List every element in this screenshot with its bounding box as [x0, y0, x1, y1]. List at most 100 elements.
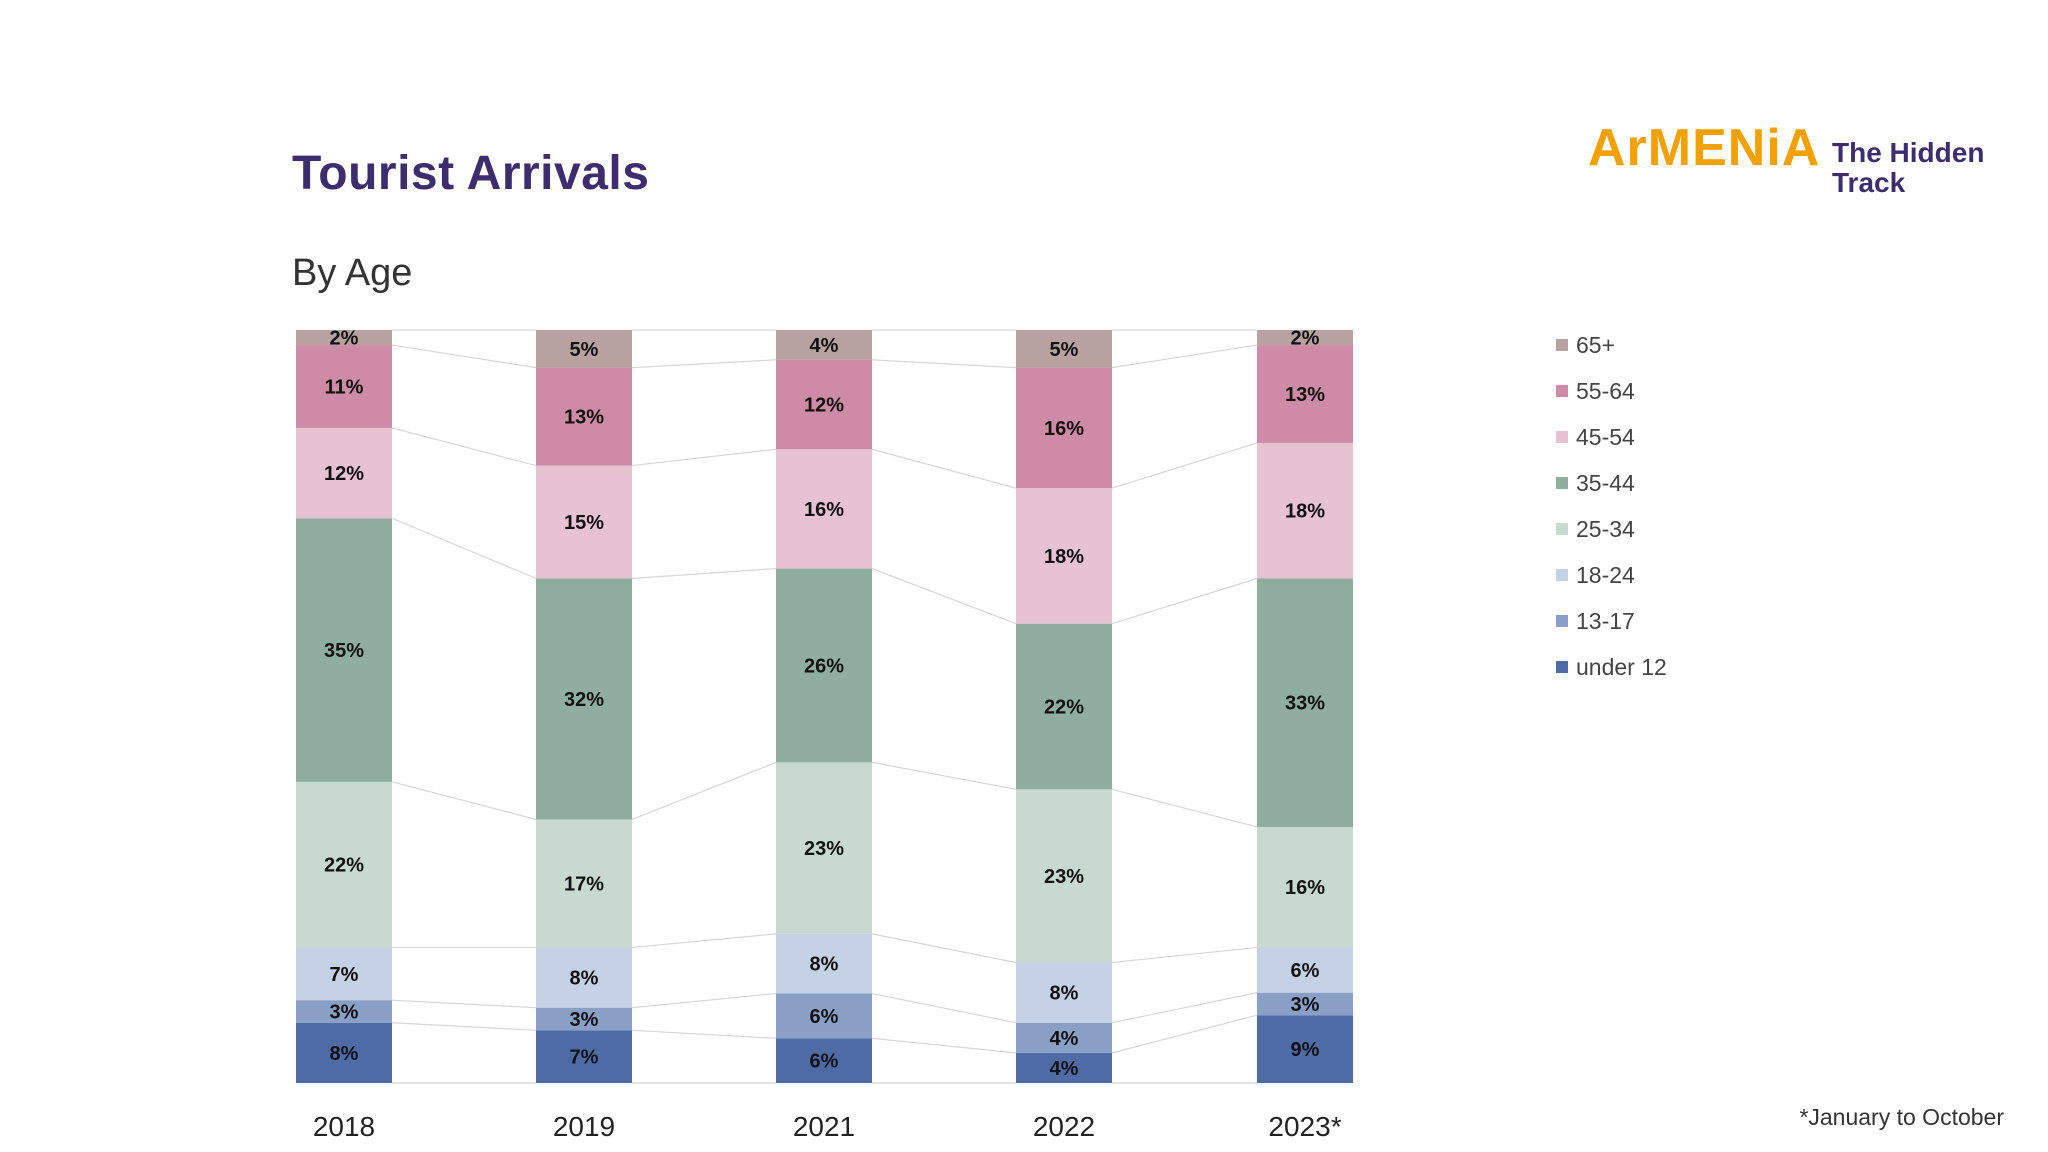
- data-label: 13%: [564, 407, 604, 429]
- series-connector-line: [631, 567, 777, 580]
- bar-segment-13-17: [536, 1007, 632, 1031]
- series-connector-line: [631, 933, 777, 949]
- bar-segment-65+: [536, 330, 632, 368]
- footnote: *January to October: [1799, 1104, 2004, 1130]
- data-label: 6%: [810, 1051, 839, 1073]
- bar-segment-35-44: [536, 578, 632, 820]
- series-connector-line: [1111, 992, 1258, 1024]
- legend-item: 18-24: [1556, 552, 1667, 598]
- x-tick-label: 2019: [553, 1111, 615, 1142]
- data-label: 23%: [1044, 866, 1084, 888]
- bar-segment-65+: [296, 330, 392, 346]
- bar-segment-18-24: [1016, 962, 1112, 1023]
- series-connector-line: [871, 992, 1017, 1024]
- data-label: 8%: [810, 954, 839, 976]
- chart-legend: 65+ 55-64 45-54 35-44 25-34 18-24 13-17 under 1…: [1556, 322, 1667, 690]
- x-tick-label: 2022: [1033, 1111, 1095, 1142]
- data-label: 26%: [804, 655, 844, 677]
- legend-label: 65+: [1576, 331, 1616, 358]
- data-label: 35%: [324, 640, 364, 662]
- series-connector-line: [871, 568, 1017, 625]
- logo-tagline: The Hidden Track: [1832, 138, 1984, 198]
- bar-segment-13-17: [1016, 1022, 1112, 1053]
- bar-segment-65+: [1257, 330, 1353, 346]
- data-label: 17%: [564, 873, 604, 895]
- bar-segment-18-24: [1257, 947, 1353, 993]
- bar-segment-35-44: [1257, 578, 1353, 827]
- data-label: 23%: [804, 838, 844, 860]
- data-label: 4%: [1050, 1058, 1079, 1080]
- bar-segment-13-17: [296, 1000, 392, 1023]
- series-connector-line: [631, 992, 777, 1009]
- data-label: 16%: [804, 499, 844, 521]
- bar-segment-65+: [776, 330, 872, 360]
- series-connector-line: [631, 359, 777, 369]
- legend-item: 55-64: [1556, 368, 1667, 414]
- data-label: 8%: [570, 968, 599, 990]
- legend-label: 35-44: [1576, 469, 1635, 496]
- x-tick-label: 2023*: [1268, 1111, 1341, 1142]
- series-connector-line: [631, 761, 777, 821]
- series-connector-line: [1111, 1014, 1258, 1054]
- chart-subtitle: By Age: [292, 252, 413, 294]
- legend-swatch: [1556, 615, 1568, 627]
- bar-segment-45-54: [1016, 488, 1112, 624]
- bar-segment-45-54: [536, 465, 632, 579]
- series-connector-line: [871, 1037, 1017, 1054]
- bar-segment-13-17: [776, 993, 872, 1039]
- data-label: 4%: [810, 335, 839, 357]
- legend-swatch: [1556, 339, 1568, 351]
- data-label: 16%: [1285, 877, 1325, 899]
- legend-swatch: [1556, 661, 1568, 673]
- bar-segment-25-34: [1016, 789, 1112, 963]
- brand-logo: ArMENiA The Hidden Track: [1588, 118, 2028, 208]
- series-connector-line: [1111, 946, 1258, 964]
- data-label: 8%: [330, 1043, 359, 1065]
- data-label: 8%: [1050, 983, 1079, 1005]
- bar-segment-45-54: [776, 449, 872, 569]
- bar-segment-25-34: [296, 781, 392, 948]
- bar-segment-25-34: [1257, 826, 1353, 948]
- page-title: Tourist Arrivals: [292, 147, 650, 200]
- bar-segment-55-64: [536, 367, 632, 466]
- series-connector-line: [631, 1029, 777, 1039]
- data-label: 3%: [330, 1001, 359, 1023]
- legend-item: 65+: [1556, 322, 1667, 368]
- legend-label: 18-24: [1576, 561, 1635, 588]
- data-label: 18%: [1044, 546, 1084, 568]
- data-label: 7%: [570, 1047, 599, 1069]
- data-label: 2%: [1291, 328, 1320, 350]
- series-connector-line: [1111, 344, 1258, 369]
- series-connector-line: [391, 781, 537, 821]
- bar-segment-45-54: [296, 427, 392, 519]
- series-connector-line: [391, 427, 537, 467]
- bar-segment-under-12: [1016, 1052, 1112, 1083]
- data-label: 3%: [1291, 994, 1320, 1016]
- series-connector-line: [391, 1022, 537, 1031]
- data-label: 2%: [330, 328, 359, 350]
- bar-segment-25-34: [536, 819, 632, 948]
- x-tick-label: 2021: [793, 1111, 855, 1142]
- data-label: 12%: [804, 395, 844, 417]
- legend-item: 45-54: [1556, 414, 1667, 460]
- bar-segment-25-34: [776, 762, 872, 934]
- legend-label: 55-64: [1576, 377, 1635, 404]
- data-label: 6%: [1291, 960, 1320, 982]
- data-label: 3%: [570, 1009, 599, 1031]
- legend-swatch: [1556, 523, 1568, 535]
- bar-segment-18-24: [296, 947, 392, 1001]
- bar-segment-18-24: [536, 947, 632, 1008]
- series-connector-line: [631, 448, 777, 467]
- series-connector-line: [1111, 788, 1258, 828]
- data-label: 6%: [810, 1006, 839, 1028]
- series-connector-line: [871, 359, 1017, 369]
- logo-wordmark: ArMENiA: [1588, 119, 1821, 177]
- bar-segment-55-64: [1016, 367, 1112, 489]
- bar-segment-55-64: [776, 359, 872, 450]
- bar-segment-under-12: [536, 1030, 632, 1083]
- bar-segment-45-54: [1257, 442, 1353, 579]
- series-connector-line: [871, 933, 1017, 964]
- logo-tagline-line2: Track: [1832, 167, 1906, 198]
- legend-item: 35-44: [1556, 460, 1667, 506]
- series-connector-line: [871, 448, 1017, 489]
